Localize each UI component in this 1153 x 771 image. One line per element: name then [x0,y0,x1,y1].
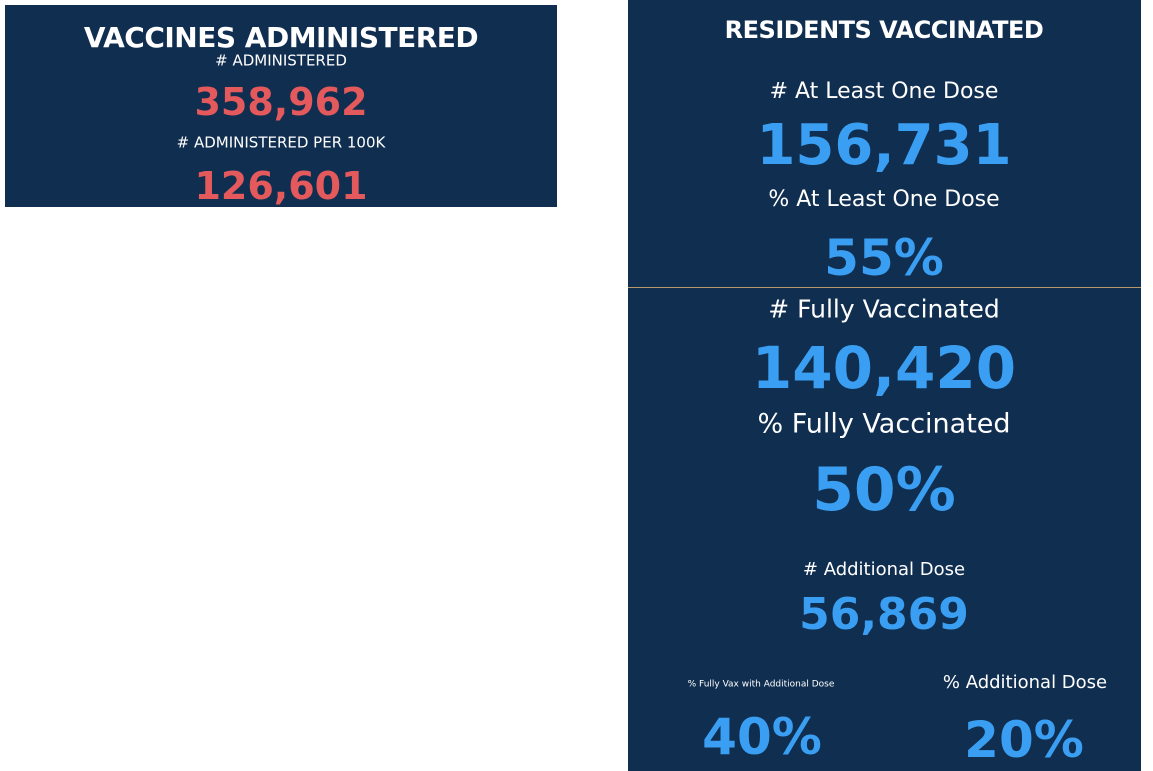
residents-vaccinated-panel: RESIDENTS VACCINATED # At Least One Dose… [628,0,1141,771]
divider [628,287,1141,288]
metric-value: 55% [824,229,944,287]
metric-value: 156,731 [756,113,1012,178]
metric-value: 40% [702,708,822,766]
metric-label: % Additional Dose [942,672,1108,693]
metric-label: # Fully Vaccinated [768,294,1000,324]
panel-title: VACCINES ADMINISTERED [83,21,479,54]
metric-value: 126,601 [194,164,368,207]
metric-label: % Fully Vax with Additional Dose [687,679,835,690]
metric-label: # ADMINISTERED PER 100K [176,133,386,152]
metric-label: # At Least One Dose [769,79,999,104]
panel-title: RESIDENTS VACCINATED [724,16,1044,44]
metric-value: 358,962 [194,80,368,124]
metric-value: 56,869 [799,589,969,640]
metric-label: # ADMINISTERED [215,51,347,70]
metric-value: 140,420 [751,334,1017,402]
metric-label: % Fully Vaccinated [757,408,1011,440]
metric-label: % At Least One Dose [768,187,1000,212]
metric-value: 50% [812,455,956,525]
vaccines-administered-panel: VACCINES ADMINISTERED # ADMINISTERED 358… [5,5,557,207]
metric-label: # Additional Dose [802,559,966,580]
metric-value: 20% [964,711,1084,769]
